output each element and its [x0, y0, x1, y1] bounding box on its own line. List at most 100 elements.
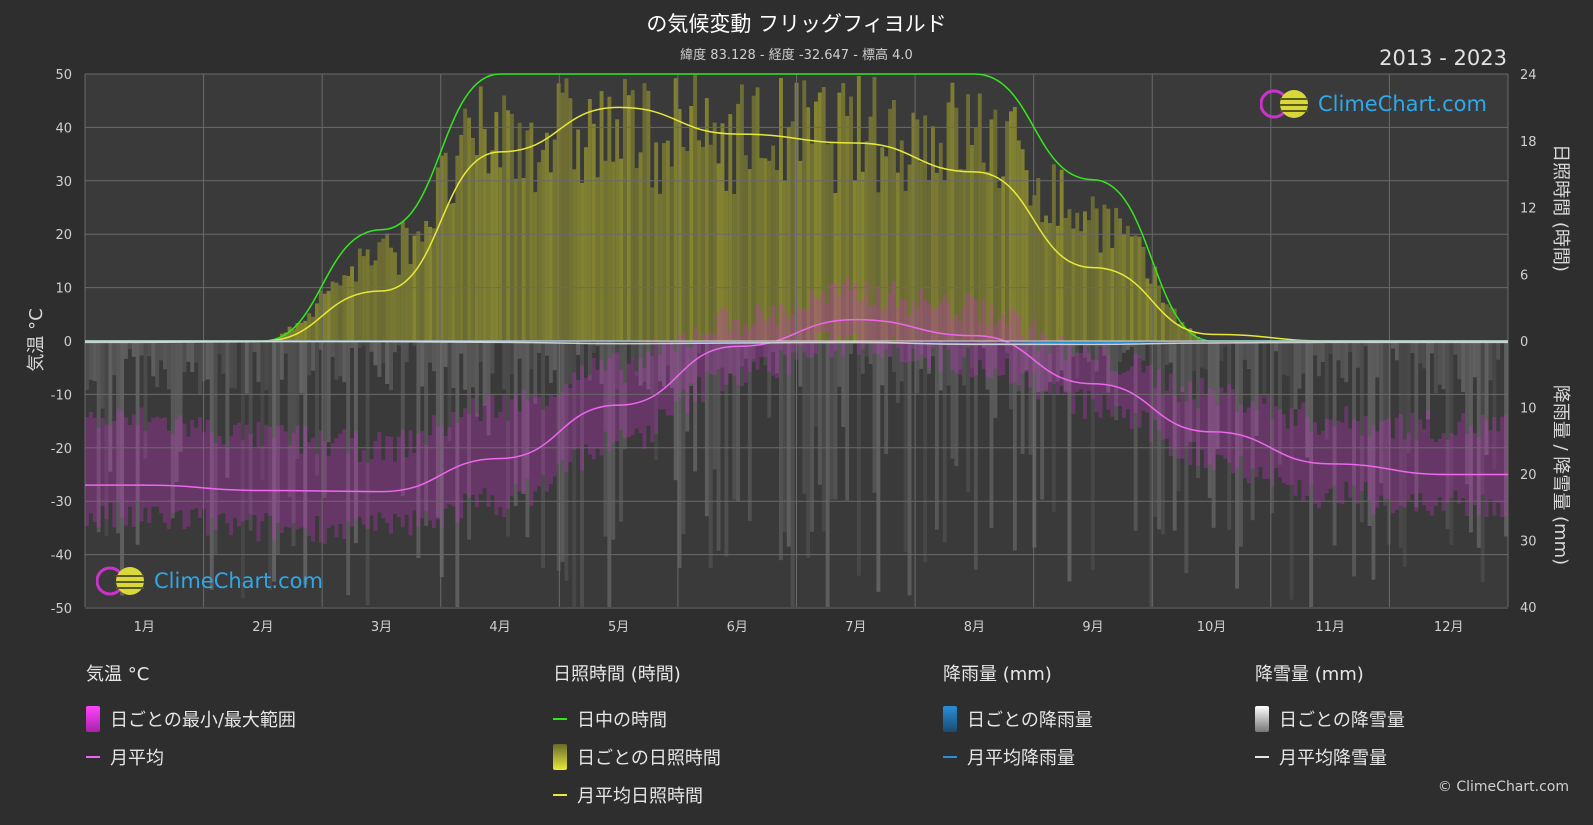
temp-range-bar: [1266, 393, 1271, 479]
temp-range-bar: [1391, 438, 1395, 513]
temp-range-bar: [1086, 352, 1091, 391]
sunshine-bar: [704, 98, 709, 341]
snow-bar: [412, 341, 417, 346]
temp-range-bar: [1114, 371, 1119, 406]
sunshine-bar: [1180, 322, 1185, 341]
snow-bar: [845, 341, 850, 501]
left-tick-label: 10: [55, 282, 72, 297]
snow-bar: [1391, 341, 1395, 349]
temp-range-bar: [646, 351, 651, 426]
temp-range-bar: [108, 425, 113, 503]
snow-bar: [895, 341, 900, 403]
legend-item: 日ごとの降雨量: [943, 700, 1093, 738]
sunshine-bar: [584, 147, 588, 341]
snow-bar: [1309, 341, 1314, 607]
temp-range-bar: [693, 328, 698, 402]
snow-bar: [938, 341, 943, 391]
sunshine-bar: [779, 78, 783, 341]
temp-range-bar: [1083, 345, 1087, 419]
sunshine-bar: [1141, 246, 1146, 341]
snow-bar: [295, 341, 300, 460]
temp-range-bar: [279, 425, 284, 533]
sunshine-bar: [697, 140, 701, 341]
snow-bar: [350, 341, 354, 348]
snow-bar: [373, 341, 378, 366]
snow-bar: [1102, 341, 1107, 356]
snow-bar: [346, 341, 351, 596]
temp-range-bar: [311, 437, 315, 542]
sunshine-bar: [373, 260, 378, 341]
temp-range-bar: [728, 331, 733, 374]
snow-bar: [1094, 341, 1099, 372]
sunshine-bar: [650, 187, 655, 341]
sunshine-bar: [283, 332, 288, 341]
snow-bar: [490, 341, 495, 374]
temp-range-bar: [393, 461, 397, 514]
temp-range-bar: [1359, 435, 1364, 492]
snow-bar: [178, 341, 183, 452]
temp-range-bar: [1356, 421, 1360, 504]
temp-range-bar: [568, 388, 573, 463]
sunshine-bar: [868, 116, 873, 341]
snow-bar: [1149, 341, 1154, 607]
snow-bar: [1040, 341, 1045, 500]
sunshine-bar: [1164, 304, 1169, 341]
snow-bar: [1453, 341, 1458, 355]
temp-range-bar: [541, 409, 545, 475]
snow-bar: [1297, 341, 1302, 389]
temp-range-bar: [482, 403, 487, 489]
snow-bar: [1414, 341, 1419, 508]
snow-bar: [681, 341, 686, 535]
temp-range-bar: [1453, 435, 1458, 491]
temp-range-bar: [1211, 390, 1216, 470]
sunshine-bar: [396, 274, 401, 341]
temp-range-bar: [256, 421, 261, 542]
temp-range-bar: [139, 407, 144, 522]
snow-bar: [1059, 341, 1064, 371]
snow-bar: [256, 341, 261, 382]
temp-range-bar: [970, 295, 974, 378]
temp-range-bar: [829, 283, 834, 358]
snow-bar: [607, 341, 612, 607]
temp-range-bar: [1071, 355, 1076, 414]
snow-bar: [1281, 341, 1286, 375]
sunshine-bar: [506, 110, 510, 341]
legend-head: 日照時間 (時間): [553, 664, 681, 685]
sunshine-bar: [330, 281, 335, 341]
sunshine-bar: [907, 164, 912, 341]
snow-bar: [1067, 341, 1072, 582]
temp-range-bar: [915, 307, 920, 361]
temp-range-bar: [1137, 356, 1142, 428]
snow-bar: [841, 341, 846, 427]
temp-range-bar: [1281, 414, 1286, 484]
temp-range-bar: [907, 315, 912, 362]
sunshine-bar: [482, 128, 487, 341]
sunshine-bar: [525, 130, 530, 341]
temp-range-bar: [1394, 417, 1399, 510]
temp-range-bar: [919, 288, 924, 355]
sunshine-bar: [740, 84, 744, 341]
snow-bar: [264, 341, 269, 390]
snow-bar: [732, 341, 737, 500]
snow-bar: [166, 341, 171, 390]
temp-range-bar: [338, 433, 343, 524]
sunshine-bar: [825, 144, 830, 341]
temp-range-bar: [525, 400, 530, 479]
snow-bar: [1055, 341, 1060, 382]
snow-bar: [623, 341, 627, 450]
sunshine-bar: [662, 143, 666, 341]
sunshine-bar: [833, 193, 838, 341]
sunshine-bar: [856, 76, 861, 341]
sunshine-bar: [389, 247, 393, 341]
temp-range-bar: [1274, 406, 1278, 468]
temp-range-bar: [623, 382, 627, 439]
snow-bar: [833, 341, 838, 500]
sunshine-bar: [884, 156, 889, 341]
temp-range-bar: [615, 352, 620, 442]
temp-range-bar: [634, 371, 639, 429]
snow-bar: [1172, 341, 1177, 531]
sunshine-bar: [888, 108, 892, 342]
snow-bar: [1157, 341, 1161, 530]
temp-range-bar: [143, 431, 148, 508]
right-bottom-tick-label: 40: [1520, 601, 1537, 616]
